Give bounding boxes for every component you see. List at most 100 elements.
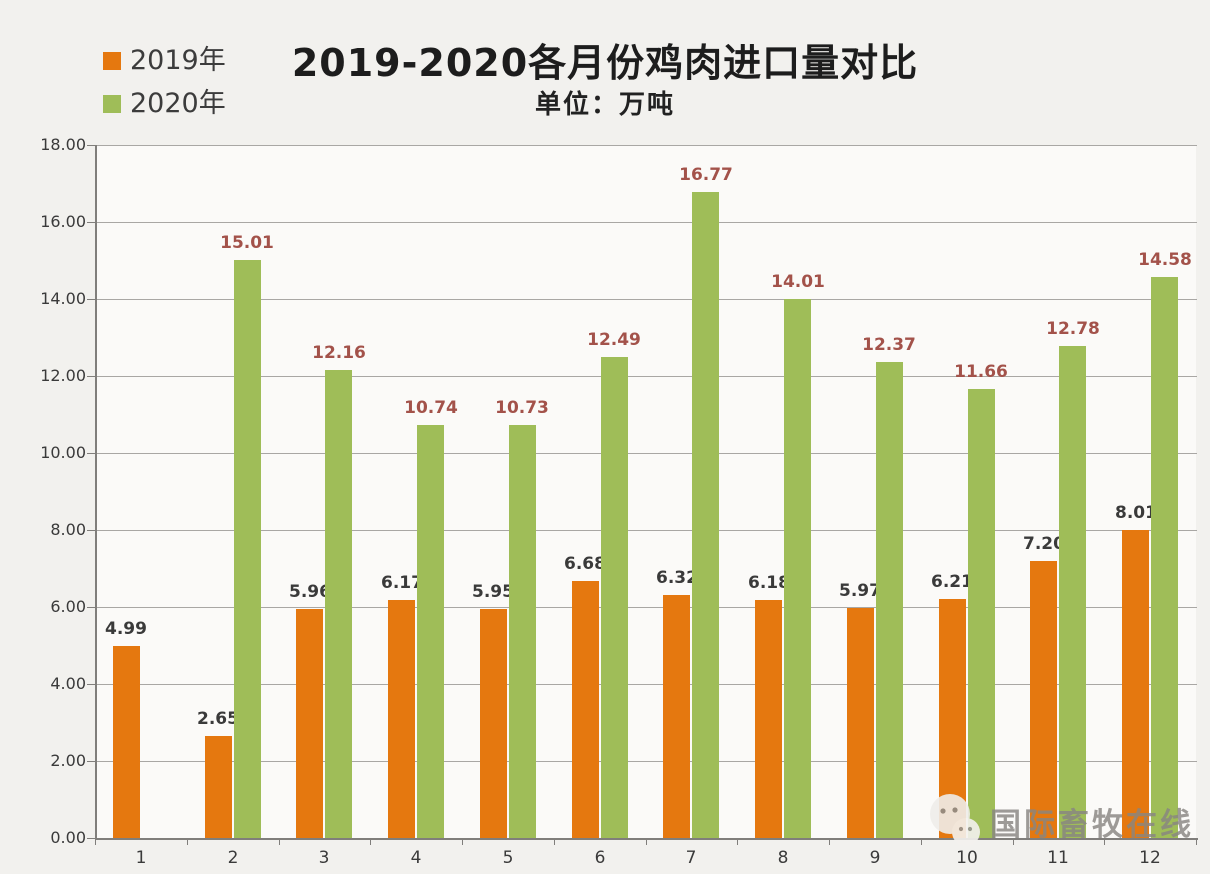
value-label-2019年-m7: 6.32 (656, 568, 698, 588)
legend-swatch-2020 (103, 94, 121, 113)
bar-2019年-m5 (480, 609, 507, 838)
value-label-2019年-m6: 6.68 (564, 554, 606, 574)
chart-subtitle: 单位：万吨 (534, 90, 675, 120)
x-tick (187, 838, 188, 845)
bar-2020年-m3 (325, 370, 352, 838)
gridline (95, 145, 1197, 146)
month-label-2: 2 (227, 848, 239, 868)
month-label-10: 10 (956, 848, 978, 868)
x-tick (95, 838, 96, 845)
x-tick (1196, 838, 1197, 845)
y-tick-label: 2.00 (50, 751, 86, 770)
chart-title: 2019-2020各月份鸡肉进口量对比 (291, 41, 919, 85)
value-label-2019年-m11: 7.20 (1023, 534, 1065, 554)
value-label-2019年-m1: 4.99 (105, 619, 147, 639)
bar-2019年-m2 (205, 736, 232, 838)
x-tick (554, 838, 555, 845)
gridline (95, 453, 1197, 454)
x-tick (1013, 838, 1014, 845)
value-label-2020年-m12: 14.58 (1138, 250, 1192, 270)
x-tick (737, 838, 738, 845)
legend-item-2020: 2020年 (103, 90, 226, 117)
y-tick (87, 530, 95, 531)
y-tick-label: 10.00 (40, 443, 86, 462)
legend-label-2020: 2020年 (130, 88, 226, 119)
bar-2020年-m7 (692, 192, 719, 838)
value-label-2020年-m10: 11.66 (954, 362, 1008, 382)
y-tick-label: 8.00 (50, 520, 86, 539)
y-tick-label: 18.00 (40, 135, 86, 154)
x-tick (921, 838, 922, 845)
bar-2019年-m8 (755, 600, 782, 838)
bar-2019年-m1 (113, 646, 140, 838)
legend-swatch-2019 (103, 51, 121, 70)
value-label-2020年-m8: 14.01 (771, 272, 825, 292)
y-tick (87, 222, 95, 223)
y-tick (87, 607, 95, 608)
gridline (95, 299, 1197, 300)
x-tick (1104, 838, 1105, 845)
month-label-9: 9 (869, 848, 881, 868)
value-label-2020年-m4: 10.74 (404, 398, 458, 418)
y-tick-label: 0.00 (50, 828, 86, 847)
gridline (95, 530, 1197, 531)
value-label-2019年-m9: 5.97 (839, 581, 881, 601)
y-tick-label: 14.00 (40, 289, 86, 308)
y-tick (87, 761, 95, 762)
y-tick (87, 376, 95, 377)
watermark-text: 国际畜牧在线 (990, 806, 1194, 843)
month-label-6: 6 (594, 848, 606, 868)
bar-2020年-m2 (234, 260, 261, 838)
bar-2020年-m8 (784, 299, 811, 838)
gridline (95, 222, 1197, 223)
x-tick (646, 838, 647, 845)
bar-2020年-m6 (601, 357, 628, 838)
x-tick (370, 838, 371, 845)
gridline (95, 607, 1197, 608)
gridline (95, 761, 1197, 762)
bar-2020年-m12 (1151, 277, 1178, 838)
y-tick-label: 6.00 (50, 597, 86, 616)
bar-2020年-m4 (417, 425, 444, 838)
value-label-2019年-m10: 6.21 (931, 572, 973, 592)
month-label-3: 3 (318, 848, 330, 868)
y-tick (87, 145, 95, 146)
x-tick (279, 838, 280, 845)
gridline (95, 376, 1197, 377)
y-tick-label: 4.00 (50, 674, 86, 693)
y-tick (87, 838, 95, 839)
month-label-8: 8 (777, 848, 789, 868)
legend-label-2019: 2019年 (130, 45, 226, 76)
value-label-2020年-m5: 10.73 (495, 398, 549, 418)
month-label-1: 1 (135, 848, 147, 868)
bar-2020年-m11 (1059, 346, 1086, 838)
month-label-5: 5 (502, 848, 514, 868)
plot-background (95, 145, 1196, 838)
y-tick (87, 299, 95, 300)
bar-2020年-m5 (509, 425, 536, 838)
watermark: 国际畜牧在线 (926, 792, 1194, 850)
value-label-2019年-m8: 6.18 (748, 573, 790, 593)
legend: 2019年 2020年 (103, 47, 226, 117)
value-label-2020年-m7: 16.77 (679, 165, 733, 185)
month-label-11: 11 (1047, 848, 1069, 868)
x-tick (462, 838, 463, 845)
y-axis-line (95, 145, 97, 839)
bar-2019年-m12 (1122, 530, 1149, 838)
value-label-2019年-m5: 5.95 (472, 582, 514, 602)
y-tick-label: 16.00 (40, 212, 86, 231)
bar-2019年-m11 (1030, 561, 1057, 838)
bar-2019年-m7 (663, 595, 690, 838)
value-label-2020年-m11: 12.78 (1046, 319, 1100, 339)
bar-2019年-m9 (847, 608, 874, 838)
month-label-4: 4 (410, 848, 422, 868)
legend-item-2019: 2019年 (103, 47, 226, 74)
value-label-2019年-m4: 6.17 (381, 573, 423, 593)
y-tick-label: 12.00 (40, 366, 86, 385)
y-tick (87, 684, 95, 685)
bar-2019年-m6 (572, 581, 599, 838)
x-tick (829, 838, 830, 845)
value-label-2019年-m3: 5.96 (289, 582, 331, 602)
